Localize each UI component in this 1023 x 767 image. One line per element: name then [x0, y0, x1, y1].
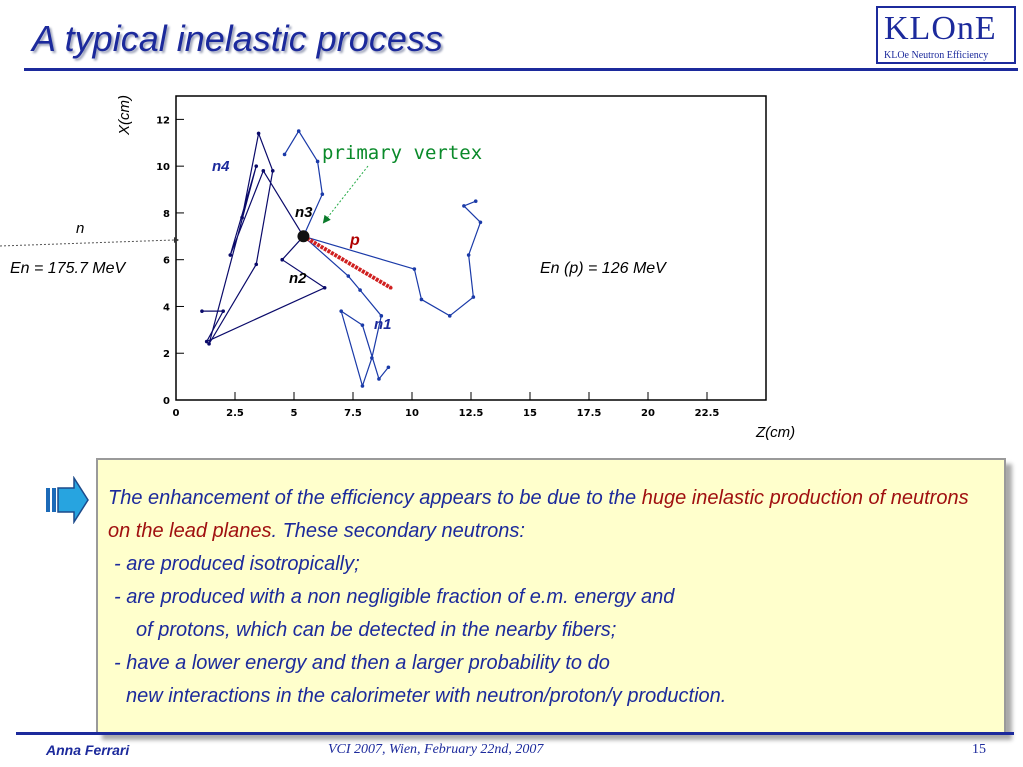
explanation-text: The enhancement of the efficiency appear… [108, 482, 994, 713]
track-n1 [303, 235, 389, 388]
track-point-n1 [386, 365, 391, 370]
event-display-chart: 0 2.5 5 7.5 10 12.5 15 17.5 20 22.5 0 2 4 6 8 10 12 [0, 95, 767, 419]
track-point-n3 [473, 199, 478, 204]
x-tick-label: 2.5 [226, 408, 244, 419]
incoming-energy-label: En = 175.7 MeV [10, 260, 126, 277]
track-point-n4 [256, 131, 261, 136]
track-point-n4 [207, 342, 211, 346]
x-tick-label: 22.5 [695, 408, 720, 419]
track-point-n1 [370, 356, 374, 360]
track-point-n1 [360, 384, 365, 388]
explanation-intro: The enhancement of the efficiency appear… [108, 487, 642, 509]
track-point-p [388, 285, 393, 290]
track-point-n1 [346, 274, 351, 278]
track-n3 [303, 200, 482, 317]
x-tick-label: 10 [405, 408, 419, 419]
explanation-box: The enhancement of the efficiency appear… [96, 458, 1006, 734]
x-tick-label: 17.5 [577, 408, 602, 419]
track-point-n1 [358, 288, 362, 292]
bullet-lower-energy: - have a lower energy and then a larger … [114, 652, 610, 674]
track-point-n4 [240, 215, 244, 220]
track-point-n3 [478, 220, 483, 225]
y-axis-label: X(cm) [116, 95, 133, 135]
track-point-n1 [377, 377, 381, 381]
y-tick-label: 12 [156, 115, 170, 126]
track-point-n2 [322, 285, 327, 290]
primary-vertex-pointer [322, 165, 369, 224]
track-p [302, 234, 392, 290]
track-point-n3 [466, 253, 471, 257]
track-point-n1 [339, 309, 344, 313]
x-tick-label: 12.5 [459, 408, 484, 419]
proton-energy-label: En (p) = 126 MeV [540, 260, 666, 277]
y-tick-label: 8 [163, 209, 170, 220]
footer-author: Anna Ferrari [46, 742, 130, 758]
bullet-isotropic: - are produced isotropically; [114, 553, 360, 575]
slide-title: A typical inelastic process [32, 18, 443, 59]
footer-event: VCI 2007, Wien, February 22nd, 2007 [328, 742, 544, 757]
track-point-n1 [360, 323, 365, 327]
track-point-n3 [419, 297, 424, 302]
y-tick-label: 6 [163, 256, 170, 267]
primary-vertex-dot [297, 230, 310, 243]
bullet-em-energy: - are produced with a non negligible fra… [114, 586, 675, 608]
track-point-n4 [254, 164, 259, 168]
track-point-n4 [261, 169, 266, 173]
logo-subtitle: KLOe Neutron Efficiency [884, 50, 989, 61]
y-tick-label: 2 [163, 349, 170, 360]
footer-divider [16, 732, 1014, 735]
track-point-n4 [270, 169, 275, 173]
explanation-highlight: huge inelastic production of neutrons on… [108, 487, 969, 542]
track-point-n3 [447, 314, 452, 318]
track-label-n4: n4 [212, 158, 230, 175]
page-number: 15 [972, 742, 986, 757]
x-axis-label: Z(cm) [756, 424, 796, 441]
title-divider [24, 68, 1018, 71]
track-point-n3-background [282, 152, 287, 157]
track-point-n4 [254, 262, 259, 267]
incoming-arrowhead [174, 237, 179, 243]
track-point-n3-background [296, 129, 301, 133]
track-point-n1 [379, 314, 384, 318]
track-point-n4 [228, 253, 233, 257]
incoming-neutron-label: n [76, 220, 85, 237]
track-point-n2 [200, 309, 204, 313]
logo-mark: KLOnE [884, 10, 997, 47]
x-tick-label: 5 [291, 408, 298, 419]
track-point-n2 [204, 339, 209, 344]
bullet-em-energy-continued: of protons, which can be detected in the… [136, 619, 617, 641]
y-tick-label: 4 [163, 302, 170, 313]
track-n2 [201, 235, 326, 343]
track-point-n2 [280, 257, 285, 262]
track-point-n2 [221, 309, 225, 313]
track-label-n3: n3 [295, 204, 313, 221]
explanation-tail: . These secondary neutrons: [271, 520, 525, 542]
track-point-n3 [471, 295, 476, 299]
track-point-n3 [412, 267, 417, 271]
track-label-n1: n1 [374, 316, 392, 333]
axis-ticks: 0 2.5 5 7.5 10 12.5 15 17.5 20 22.5 0 2 4 6 8 10 12 [156, 115, 719, 419]
track-label-n2: n2 [289, 270, 307, 287]
track-point-n3-background [315, 159, 320, 164]
primary-vertex-label: primary vertex [322, 142, 483, 164]
x-tick-label: 20 [641, 408, 655, 419]
x-tick-label: 0 [173, 408, 180, 419]
x-tick-label: 7.5 [344, 408, 362, 419]
track-point-n3 [462, 204, 466, 208]
track-point-n3-background [320, 192, 325, 197]
bullet-lower-energy-continued: new interactions in the calorimeter with… [126, 685, 727, 707]
tracks [200, 129, 483, 388]
y-tick-label: 10 [156, 162, 170, 173]
x-tick-label: 15 [523, 408, 537, 419]
y-tick-label: 0 [163, 396, 170, 407]
klone-logo: KLOnE KLOe Neutron Efficiency [876, 6, 1016, 64]
incoming-neutron-line [0, 239, 175, 247]
arrow-right-icon [46, 476, 89, 524]
track-label-p: p [350, 232, 360, 249]
